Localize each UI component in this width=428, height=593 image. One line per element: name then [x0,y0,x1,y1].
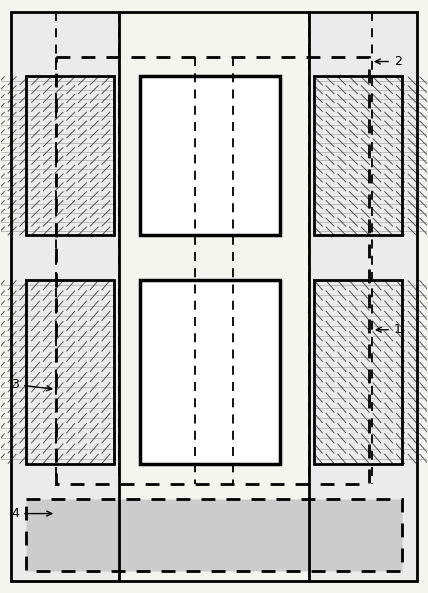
Text: 3: 3 [11,378,52,391]
Bar [11,12,119,581]
Bar [56,56,369,484]
Text: 2: 2 [375,55,402,68]
Bar [26,280,114,464]
Bar [26,76,114,235]
Bar [314,76,402,235]
Text: 4: 4 [11,507,52,520]
Bar [309,12,417,581]
Bar [140,76,279,235]
Text: 1: 1 [376,323,402,336]
Bar [140,280,279,464]
Bar [314,280,402,464]
Bar [26,499,402,571]
